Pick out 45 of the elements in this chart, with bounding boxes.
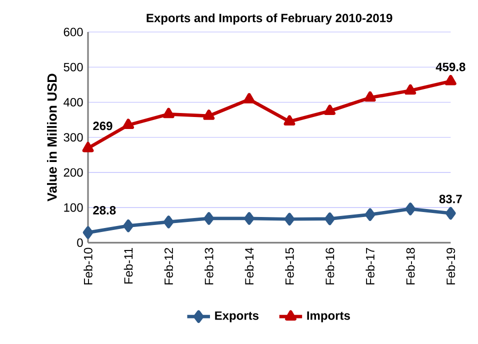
point (445, 206, 456, 220)
x-tick-label: Feb-10 (84, 248, 92, 284)
point (364, 208, 376, 221)
x-tick-label: Feb-15 (285, 248, 294, 284)
x-tick-label: Feb-13 (204, 248, 214, 284)
point (405, 202, 416, 216)
data-label: 83.7 (439, 194, 462, 204)
point (244, 212, 254, 225)
point (324, 104, 336, 116)
x-tick-label: Feb-17 (366, 248, 374, 284)
y-tick-label: 100 (64, 203, 83, 212)
y-tick-label: 600 (64, 28, 83, 36)
point (324, 212, 335, 226)
y-tick-label: 400 (64, 98, 83, 106)
chart-title: Exports and Imports of February 2010-2019 (146, 13, 392, 25)
point (284, 115, 296, 126)
point (243, 93, 255, 104)
point (204, 212, 214, 225)
point (122, 118, 134, 130)
data-label: 28.8 (93, 206, 116, 215)
point (82, 142, 94, 152)
point (162, 108, 174, 118)
point (82, 226, 94, 239)
x-tick-label: Feb-12 (164, 248, 174, 284)
point (163, 216, 174, 228)
point (203, 110, 215, 120)
point (444, 74, 456, 86)
legend-label: Imports (307, 311, 350, 322)
point (123, 219, 134, 232)
data-label: 269 (93, 122, 112, 130)
x-tick-label: Feb-11 (124, 248, 133, 284)
x-tick-label: Feb-18 (406, 248, 415, 284)
x-tick-label: Feb-19 (446, 248, 456, 284)
point (404, 84, 416, 95)
y-tick-label: 200 (64, 168, 83, 177)
data-label: 459.8 (436, 62, 466, 72)
point (364, 91, 376, 102)
y-tick-label: 500 (64, 62, 83, 72)
x-tick-label: Feb-14 (244, 248, 254, 284)
y-tick-label: 0 (77, 238, 83, 247)
y-tick-label: 300 (64, 133, 83, 142)
y-axis-title: Value in Million USD (46, 74, 57, 202)
legend-label: Exports (215, 311, 259, 322)
point (284, 212, 295, 226)
x-tick-label: Feb-16 (325, 248, 334, 284)
